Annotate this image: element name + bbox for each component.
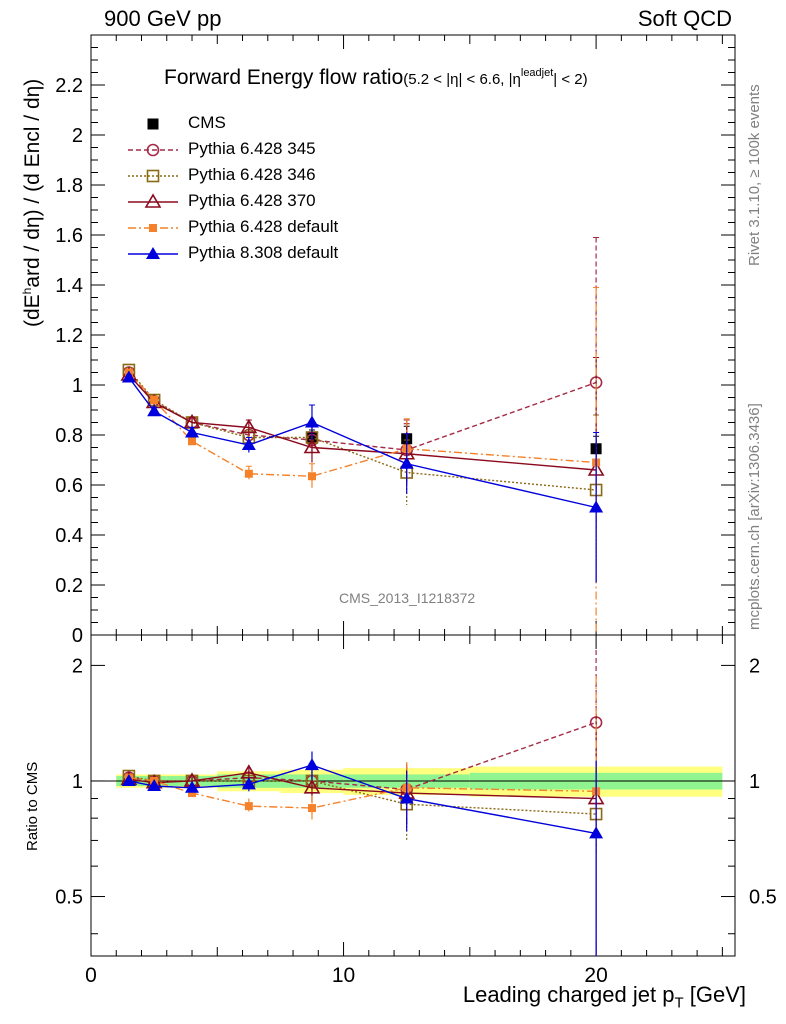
legend-swatch (146, 247, 160, 259)
data-point (304, 415, 319, 428)
y-tick-label: 1.6 (55, 225, 83, 247)
x-axis-label-unit: [GeV] (683, 982, 746, 1007)
x-axis-label: Leading charged jet pT [GeV] (463, 982, 746, 1011)
series-line (128, 372, 597, 451)
ratio-y-tick-label-right: 2 (749, 655, 760, 677)
y-tick-label: 0.2 (55, 575, 83, 597)
plot-title-sub-a: (5.2 < |η| < 6.6, |η (403, 71, 521, 88)
y-tick-label: 0 (72, 625, 83, 647)
plot-title: Forward Energy flow ratio(5.2 < |η| < 6.… (164, 66, 588, 90)
ratio-point (307, 804, 316, 813)
y-tick-label: 1.8 (55, 175, 83, 197)
data-point (399, 456, 414, 469)
ratio-point (304, 758, 319, 771)
ratio-y-tick-label-right: 1 (749, 771, 760, 793)
ratio-panel: 0 10 20 0.5 0.5 1 1 2 2 (55, 634, 777, 987)
ratio-y-axis-label: Ratio to CMS (24, 761, 41, 851)
ratio-y-tick-label: 2 (72, 655, 83, 677)
ratio-point (188, 789, 197, 798)
plot-title-main: Forward Energy flow ratio (164, 66, 404, 89)
legend-swatch (144, 193, 162, 208)
rivet-version-label: Rivet 3.1.10, ≥ 100k events (746, 84, 763, 266)
ratio-point (185, 780, 200, 793)
legend-item: Pythia 6.428 370 (130, 191, 390, 213)
plot-title-sub-b: | < 2) (553, 71, 588, 88)
mcplots-label: mcplots.cern.ch [arXiv:1306.3436] (746, 403, 763, 630)
ratio-point (399, 791, 414, 804)
legend-label: Pythia 6.428 370 (188, 191, 316, 210)
header-right-label: Soft QCD (637, 6, 732, 31)
ratio-y-tick-label-right: 0.5 (749, 887, 777, 909)
ratio-y-tick-label: 0.5 (55, 887, 83, 909)
plot-title-sup: leadjet (520, 67, 554, 79)
legend-item: Pythia 6.428 345 (130, 139, 390, 161)
y-tick-label: 0.6 (55, 475, 83, 497)
x-axis-label-a: Leading charged jet p (462, 982, 675, 1007)
y-axis-label-b: ard / dη) / (d Encl / dη) (21, 78, 44, 288)
legend-item: Pythia 8.308 default (130, 243, 390, 265)
main-panel: 0 0.2 0.4 0.6 0.8 1 1.2 1.4 1.6 1.8 2 2.2 (55, 34, 736, 647)
legend-swatch (147, 118, 159, 130)
legend-swatch (149, 224, 157, 232)
series-line (128, 369, 597, 491)
data-point (244, 469, 253, 478)
data-point (147, 404, 162, 417)
legend-label: Pythia 6.428 346 (188, 165, 316, 184)
data-point (240, 418, 258, 434)
y-axis-label: (dEhard / dη) / (d Encl / dη) (20, 79, 45, 327)
legend-item: Pythia 6.428 346 (130, 165, 390, 187)
legend-swatch (146, 169, 160, 183)
y-tick-label: 1.4 (55, 275, 83, 297)
legend-item: CMS (130, 113, 390, 135)
y-tick-label: 0.4 (55, 525, 83, 547)
ratio-point (589, 826, 604, 839)
ratio-y-tick-label: 1 (72, 771, 83, 793)
ratio-point (303, 779, 321, 794)
data-point (241, 438, 256, 450)
y-tick-label: 1.2 (55, 325, 83, 347)
data-point (589, 500, 604, 513)
legend-label: Pythia 6.428 345 (188, 139, 316, 158)
x-axis-label-sub: T (674, 994, 684, 1012)
x-tick-label: 0 (85, 964, 97, 987)
analysis-watermark: CMS_2013_I1218372 (339, 590, 476, 606)
ratio-point (147, 779, 162, 792)
data-point (303, 438, 321, 454)
x-tick-label: 20 (584, 964, 607, 987)
legend-label: Pythia 6.428 default (188, 217, 339, 236)
ratio-point (244, 802, 253, 811)
ratio-point (241, 777, 256, 790)
y-axis-label-sup: h (20, 287, 34, 295)
legend-item: Pythia 6.428 default (130, 217, 390, 239)
legend-label: Pythia 8.308 default (188, 243, 339, 262)
series-line (128, 377, 597, 509)
x-tick-label: 10 (332, 964, 355, 987)
data-point (121, 370, 136, 383)
y-axis-label-a: (dE (21, 294, 44, 327)
data-point (188, 437, 197, 446)
legend-swatch (146, 143, 160, 157)
ratio-point (121, 773, 136, 786)
header-left-label: 900 GeV pp (104, 6, 222, 31)
y-tick-label: 1 (72, 375, 83, 397)
series-line (128, 374, 597, 471)
legend-label: CMS (188, 113, 226, 132)
data-point (150, 396, 159, 404)
y-tick-label: 2 (72, 125, 83, 147)
ratio-frame (90, 634, 736, 957)
data-point (307, 472, 316, 481)
y-tick-label: 2.2 (55, 75, 83, 97)
data-point (185, 425, 200, 438)
y-tick-label: 0.8 (55, 425, 83, 447)
